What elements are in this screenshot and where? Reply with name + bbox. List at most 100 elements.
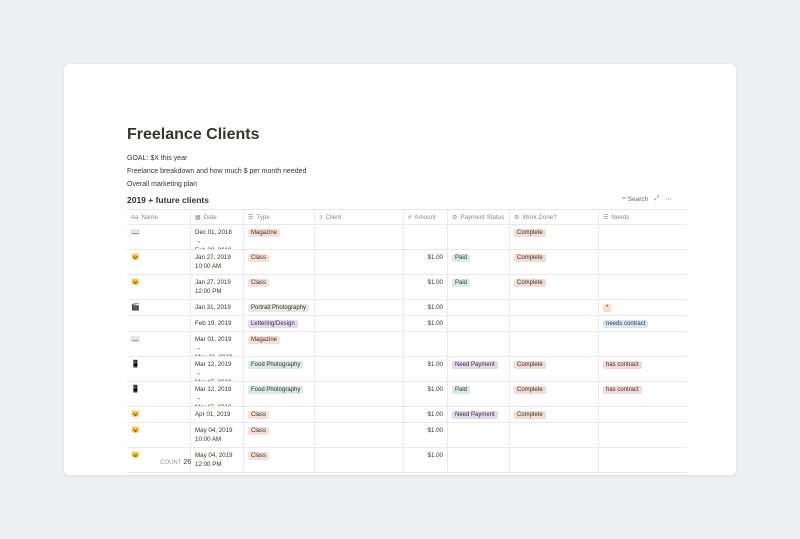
cell-date[interactable]: Mar 01, 2019 → May 31, 2019: [191, 332, 244, 356]
column-header-name[interactable]: Aa Name: [127, 210, 191, 224]
table-row[interactable]: 📱 Mar 12, 2019 → Mar 15, 2019 Food Photogra…: [127, 382, 687, 407]
cell-name[interactable]: 🐱: [127, 275, 191, 299]
cell-amount[interactable]: $1.00: [404, 275, 448, 299]
cell-amount[interactable]: $1.00: [404, 316, 448, 331]
cell-client[interactable]: [315, 382, 404, 406]
column-header-amount[interactable]: # Amount: [404, 210, 448, 224]
column-header-needs[interactable]: ☰ Needs: [603, 214, 630, 221]
column-header-type[interactable]: ☰ Type: [244, 210, 315, 224]
cell-amount[interactable]: $1.00: [404, 250, 448, 274]
cell-payment-status[interactable]: Paid: [448, 250, 510, 274]
column-header-work-done[interactable]: ⚙ Work Done?: [510, 210, 599, 224]
cell-type[interactable]: Magazine: [244, 332, 315, 356]
cell-date[interactable]: Jan 27, 2019 10:00 AM: [191, 250, 244, 274]
cell-name[interactable]: 📱: [127, 357, 191, 381]
cell-client[interactable]: [315, 275, 404, 299]
cell-needs[interactable]: [599, 448, 687, 472]
table-row[interactable]: 🐱 Apr 01, 2019 Class $1.00 Need Payment Compl…: [127, 407, 687, 423]
cell-name[interactable]: 🐱: [127, 407, 191, 422]
cell-client[interactable]: [315, 332, 404, 356]
text-line-goal[interactable]: GOAL: $X this year: [127, 155, 188, 162]
table-row[interactable]: 🐱 May 04, 2019 12:00 PM Class $1.00: [127, 448, 687, 473]
cell-date[interactable]: May 04, 2019 10:00 AM: [191, 423, 244, 447]
cell-client[interactable]: [315, 300, 404, 315]
cell-payment-status[interactable]: [448, 316, 510, 331]
cell-date[interactable]: Feb 19, 2019: [191, 316, 244, 331]
cell-needs[interactable]: [599, 407, 687, 422]
column-header-date[interactable]: ▦ Date: [191, 210, 244, 224]
cell-needs[interactable]: has contract: [599, 382, 687, 406]
cell-payment-status[interactable]: Paid: [448, 275, 510, 299]
cell-type[interactable]: Class: [244, 250, 315, 274]
cell-type[interactable]: Portrait Photography: [244, 300, 315, 315]
cell-amount[interactable]: [404, 332, 448, 356]
cell-date[interactable]: Apr 01, 2019: [191, 407, 244, 422]
cell-needs[interactable]: [599, 250, 687, 274]
count-footer[interactable]: COUNT 26: [160, 459, 191, 466]
cell-work-done[interactable]: [510, 332, 599, 356]
cell-date[interactable]: Dec 01, 2018 → Feb 28, 2019: [191, 225, 244, 249]
cell-work-done[interactable]: Complete: [510, 407, 599, 422]
cell-client[interactable]: [315, 250, 404, 274]
cell-type[interactable]: Food Photography: [244, 357, 315, 381]
cell-type[interactable]: Class: [244, 448, 315, 472]
cell-needs[interactable]: needs contract: [599, 316, 687, 331]
page-title[interactable]: Freelance Clients: [127, 126, 260, 143]
cell-payment-status[interactable]: Need Payment: [448, 357, 510, 381]
cell-amount[interactable]: $1.00: [404, 382, 448, 406]
table-row[interactable]: Feb 19, 2019 Lettering/Design $1.00 needs c…: [127, 316, 687, 332]
table-row[interactable]: 📖 Mar 01, 2019 → May 31, 2019 Magazine: [127, 332, 687, 357]
cell-amount[interactable]: $1.00: [404, 300, 448, 315]
cell-type[interactable]: Class: [244, 423, 315, 447]
cell-client[interactable]: [315, 448, 404, 472]
table-row[interactable]: 📖 Dec 01, 2018 → Feb 28, 2019 Magazine Compl…: [127, 225, 687, 250]
cell-type[interactable]: Lettering/Design: [244, 316, 315, 331]
cell-client[interactable]: [315, 316, 404, 331]
cell-needs[interactable]: has contract: [599, 357, 687, 381]
column-header-payment-status[interactable]: ⚙ Payment Status: [448, 210, 510, 224]
column-header-client[interactable]: ≡ Client: [315, 210, 404, 224]
more-icon[interactable]: ⋯: [665, 196, 673, 203]
cell-amount[interactable]: $1.00: [404, 357, 448, 381]
cell-work-done[interactable]: Complete: [510, 357, 599, 381]
cell-name[interactable]: [127, 316, 191, 331]
cell-payment-status[interactable]: Paid: [448, 382, 510, 406]
text-line-marketing[interactable]: Overall marketing plan: [127, 181, 198, 188]
cell-work-done[interactable]: Complete: [510, 382, 599, 406]
cell-client[interactable]: [315, 407, 404, 422]
cell-client[interactable]: [315, 423, 404, 447]
cell-needs[interactable]: [599, 332, 687, 356]
cell-date[interactable]: Mar 12, 2019 → Mar 15, 2019: [191, 382, 244, 406]
cell-date[interactable]: Mar 12, 2019 → Mar 15, 2019: [191, 357, 244, 381]
cell-work-done[interactable]: Complete: [510, 275, 599, 299]
cell-date[interactable]: Jan 27, 2019 12:00 PM: [191, 275, 244, 299]
cell-needs[interactable]: [599, 423, 687, 447]
cell-amount[interactable]: $1.00: [404, 448, 448, 472]
cell-needs[interactable]: [599, 225, 687, 249]
cell-work-done[interactable]: [510, 448, 599, 472]
cell-date[interactable]: Jan 31, 2019: [191, 300, 244, 315]
cell-name[interactable]: 🐱: [127, 250, 191, 274]
table-row[interactable]: 🐱 May 04, 2019 10:00 AM Class $1.00: [127, 423, 687, 448]
cell-name[interactable]: 🎬: [127, 300, 191, 315]
cell-name[interactable]: 📱: [127, 382, 191, 406]
search-button[interactable]: ⌕ Search: [622, 195, 648, 203]
cell-type[interactable]: Class: [244, 407, 315, 422]
cell-type[interactable]: Class: [244, 275, 315, 299]
cell-payment-status[interactable]: [448, 332, 510, 356]
table-row[interactable]: 🐱 Jan 27, 2019 12:00 PM Class $1.00 Paid Compl…: [127, 275, 687, 300]
cell-name[interactable]: 🐱: [127, 423, 191, 447]
cell-payment-status[interactable]: [448, 300, 510, 315]
cell-date[interactable]: May 04, 2019 12:00 PM: [191, 448, 244, 472]
cell-name[interactable]: 🐱: [127, 448, 191, 472]
cell-amount[interactable]: $1.00: [404, 423, 448, 447]
cell-name[interactable]: 📖: [127, 225, 191, 249]
cell-needs[interactable]: [599, 275, 687, 299]
cell-payment-status[interactable]: [448, 448, 510, 472]
table-row[interactable]: 🎬 Jan 31, 2019 Portrait Photography $1.00 *: [127, 300, 687, 316]
cell-payment-status[interactable]: Need Payment: [448, 407, 510, 422]
cell-work-done[interactable]: Complete: [510, 250, 599, 274]
cell-work-done[interactable]: [510, 300, 599, 315]
cell-type[interactable]: Food Photography: [244, 382, 315, 406]
cell-payment-status[interactable]: [448, 225, 510, 249]
